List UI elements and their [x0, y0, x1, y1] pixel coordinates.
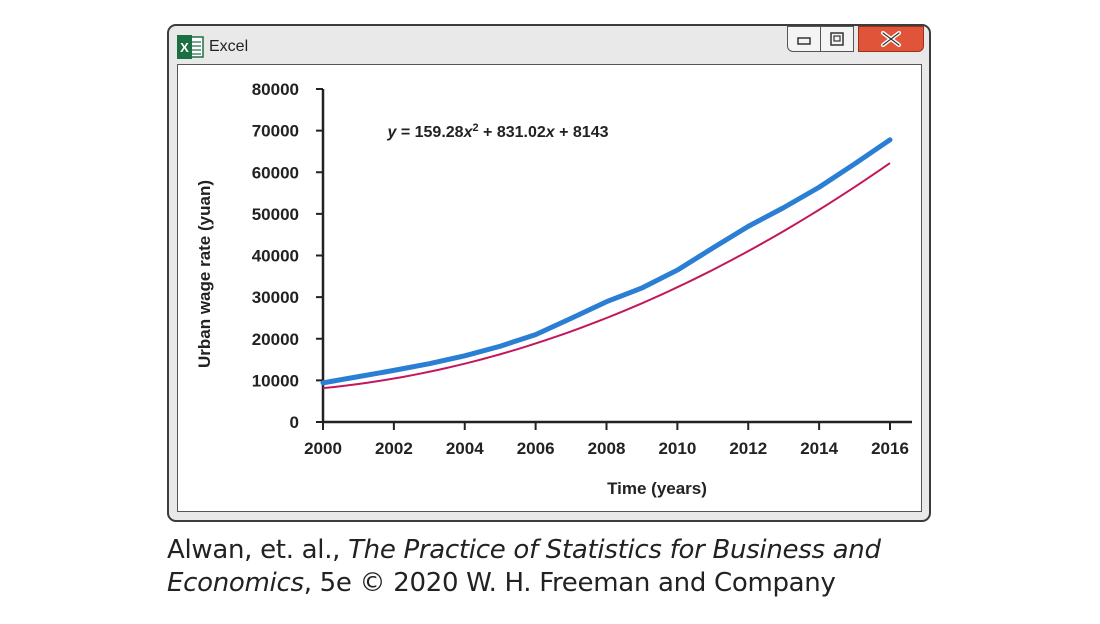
- x-tick-label: 2000: [304, 439, 342, 458]
- y-axis-label: Urban wage rate (yuan): [195, 180, 214, 368]
- y-tick-label: 30000: [252, 288, 299, 307]
- y-tick-label: 0: [290, 413, 299, 432]
- x-tick-label: 2016: [871, 439, 909, 458]
- x-tick-label: 2008: [588, 439, 626, 458]
- excel-icon: X: [177, 35, 204, 59]
- caption-line-2: Economics, 5e © 2020 W. H. Freeman and C…: [167, 567, 881, 600]
- eq-coef-a: = 159.28: [396, 124, 463, 141]
- eq-y: y: [386, 124, 397, 141]
- x-tick-label: 2012: [729, 439, 767, 458]
- chart-area: 0 10000 20000 30000 40000 50000 60000 70000 8000…: [177, 64, 922, 512]
- eq-coef-b: + 831.02: [479, 124, 546, 141]
- x-tick-label: 2002: [375, 439, 413, 458]
- close-button[interactable]: [858, 26, 924, 52]
- series-line-0: [320, 137, 893, 386]
- axes: [321, 89, 912, 424]
- caption-book-title: The Practice of Statistics for Business …: [348, 535, 881, 565]
- eq-exponent: 2: [472, 122, 478, 134]
- y-tick-label: 10000: [252, 371, 299, 390]
- eq-x2: x: [545, 124, 556, 141]
- excel-icon-letter: X: [180, 40, 189, 55]
- plot-lines: [320, 137, 893, 390]
- x-tick-label: 2004: [446, 439, 484, 458]
- y-tick-label: 70000: [252, 122, 299, 141]
- caption-line-1: Alwan, et. al., The Practice of Statisti…: [167, 534, 881, 567]
- y-axis-ticks: 0 10000 20000 30000 40000 50000 60000 70000 8000…: [252, 80, 323, 432]
- caption-publisher: , 5e © 2020 W. H. Freeman and Company: [303, 568, 836, 598]
- caption-authors: Alwan, et. al.,: [167, 535, 349, 565]
- maximize-button[interactable]: [820, 26, 854, 52]
- close-icon: [881, 31, 901, 47]
- excel-window: X Excel 0 10000 20000 30000 40000 50000 60000 7…: [167, 24, 931, 522]
- x-axis-ticks: 2000 2002 2004 2006 2008 2010 2012 2014 2016: [304, 422, 909, 458]
- x-tick-label: 2006: [517, 439, 555, 458]
- y-tick-label: 20000: [252, 330, 299, 349]
- trendline-equation: y = 159.28x2 + 831.02x + 8143: [386, 122, 608, 141]
- minimize-icon: [797, 37, 811, 45]
- x-tick-label: 2010: [658, 439, 696, 458]
- title-bar[interactable]: X Excel: [169, 26, 929, 62]
- x-axis-label: Time (years): [607, 479, 707, 498]
- window-title: Excel: [209, 38, 249, 55]
- eq-x: x: [463, 124, 474, 141]
- minimize-button[interactable]: [787, 26, 821, 52]
- trendline: [322, 162, 891, 390]
- y-tick-label: 40000: [252, 247, 299, 266]
- maximize-icon: [830, 32, 844, 46]
- y-tick-label: 80000: [252, 80, 299, 99]
- eq-coef-c: + 8143: [555, 124, 609, 141]
- figure-caption: Alwan, et. al., The Practice of Statisti…: [167, 534, 881, 600]
- line-chart: 0 10000 20000 30000 40000 50000 60000 70000 8000…: [195, 80, 912, 498]
- y-tick-label: 60000: [252, 163, 299, 182]
- caption-book-title-cont: Economics: [167, 568, 304, 598]
- x-tick-label: 2014: [800, 439, 838, 458]
- y-tick-label: 50000: [252, 205, 299, 224]
